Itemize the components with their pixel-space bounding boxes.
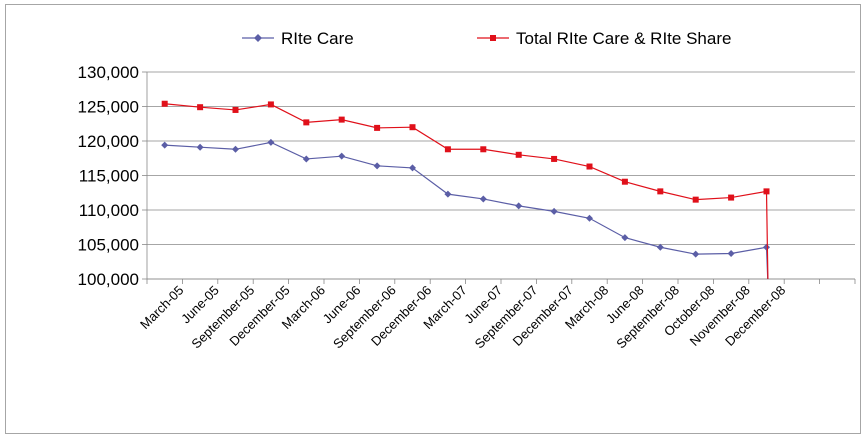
data-point <box>267 101 274 108</box>
data-point <box>727 249 735 257</box>
data-point <box>656 243 664 251</box>
data-point <box>621 178 628 185</box>
data-point <box>621 234 629 242</box>
data-point <box>161 100 168 107</box>
data-point <box>728 194 735 201</box>
series-rite-care <box>161 138 770 279</box>
data-point <box>373 162 381 170</box>
data-point <box>692 196 699 203</box>
legend: RIte Care Total RIte Care & RIte Share <box>242 29 731 48</box>
data-point <box>551 155 558 162</box>
y-tick-label: 120,000 <box>78 132 139 151</box>
legend-marker-diamond <box>254 34 262 42</box>
data-point <box>197 104 204 111</box>
data-point <box>161 141 169 149</box>
legend-item-total: Total RIte Care & RIte Share <box>477 29 731 48</box>
data-point <box>374 124 381 131</box>
x-tick-label: March-05 <box>137 283 186 332</box>
legend-label-rite-care: RIte Care <box>281 29 354 48</box>
gridlines <box>147 71 855 280</box>
data-point <box>444 190 452 198</box>
data-point <box>267 138 275 146</box>
data-point <box>409 124 416 131</box>
data-point <box>409 164 416 172</box>
chart-frame <box>5 4 861 434</box>
data-point <box>692 250 700 258</box>
y-tick-label: 115,000 <box>79 167 139 186</box>
series-group <box>161 100 770 279</box>
data-point <box>303 119 310 126</box>
y-tick-label: 110,000 <box>79 201 139 220</box>
data-point <box>515 151 522 158</box>
legend-item-rite-care: RIte Care <box>242 29 354 48</box>
y-tick-label: 105,000 <box>78 236 139 255</box>
y-tick-label: 100,000 <box>78 270 139 289</box>
series-line <box>164 103 769 279</box>
data-point <box>515 202 523 210</box>
series-line <box>164 141 769 279</box>
data-point <box>586 214 593 222</box>
data-point <box>586 163 593 170</box>
legend-label-total: Total RIte Care & RIte Share <box>516 29 731 48</box>
legend-marker-square <box>490 35 496 41</box>
data-point <box>302 155 310 163</box>
data-point <box>444 146 451 153</box>
data-point <box>550 207 558 215</box>
axes <box>142 71 856 284</box>
y-tick-label: 130,000 <box>78 63 139 82</box>
data-point <box>479 195 487 203</box>
data-point <box>763 188 770 195</box>
data-point <box>338 116 345 123</box>
x-axis-ticks: March-05June-05September-05December-05Ma… <box>137 283 788 352</box>
y-axis-ticks: 100,000 105,000 110,000 115,000 120,000 125,0… <box>78 63 139 289</box>
data-point <box>232 106 239 113</box>
data-point <box>657 188 664 195</box>
y-tick-label: 125,000 <box>78 98 139 117</box>
data-point <box>480 146 487 153</box>
data-point <box>763 243 770 251</box>
data-point <box>338 152 346 160</box>
data-point <box>232 145 239 153</box>
series-total <box>161 100 770 279</box>
data-point <box>196 143 204 151</box>
